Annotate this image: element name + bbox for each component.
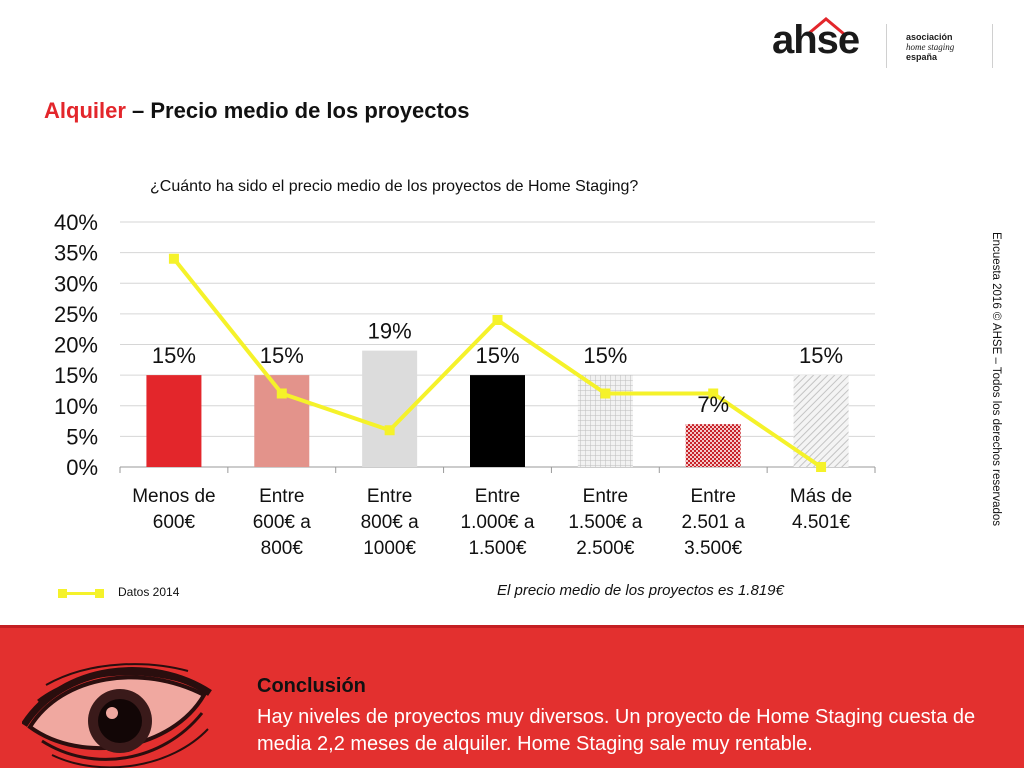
logo-text: asociación home staging españa [906, 32, 955, 62]
bar-data-label: 15% [152, 343, 196, 368]
bar-data-label: 19% [368, 319, 412, 344]
y-tick-label: 15% [54, 363, 98, 388]
house-roof-icon [807, 17, 845, 36]
chart-title: ¿Cuánto ha sido el precio medio de los p… [150, 178, 639, 195]
price-chart: 0% 5% 10% 15% 20% 25% 30% 35% 40% 15% 15% 19% 15% 15%… [54, 210, 876, 559]
bar-data-label: 15% [475, 343, 519, 368]
line-point [384, 425, 395, 436]
conclusion-panel: Conclusión Hay niveles de proyectos muy … [0, 625, 1024, 768]
legend-line-swatch [60, 592, 100, 595]
y-tick-label: 35% [54, 241, 98, 266]
logo-divider [886, 24, 887, 68]
x-category-label: Entre 800€ a 1000€ [361, 486, 420, 559]
line-point [708, 388, 719, 399]
page-title-rest: – Precio medio de los proyectos [125, 98, 470, 123]
legend-marker-right [95, 589, 104, 598]
line-point [816, 462, 827, 472]
bar-data-label: 15% [260, 343, 304, 368]
x-category-label: Menos de 600€ [132, 486, 215, 533]
bar [470, 375, 525, 467]
bar-data-label: 15% [799, 343, 843, 368]
conclusion-text: Hay niveles de proyectos muy diversos. U… [257, 706, 976, 755]
bar [793, 375, 849, 467]
legend-label: Datos 2014 [118, 585, 180, 599]
legend-marker-left [58, 589, 67, 598]
x-category-label: Más de 4.501€ [790, 486, 852, 533]
x-category-label: Entre 2.501 a 3.500€ [682, 486, 746, 559]
y-tick-label: 40% [54, 210, 98, 235]
x-category-label: Entre 600€ a 800€ [253, 486, 312, 559]
page-title: Alquiler – Precio medio de los proyectos [44, 98, 469, 124]
y-tick-label: 25% [54, 302, 98, 327]
line-point [276, 388, 287, 399]
logo-wordmark: ahse [772, 18, 860, 62]
logo-divider-right [992, 24, 993, 68]
bar [146, 375, 202, 467]
copyright-note: Encuesta 2016 © AHSE – Todos los derecho… [990, 232, 1002, 527]
line-point [492, 315, 503, 325]
average-price-note: El precio medio de los proyectos es 1.81… [497, 582, 784, 599]
panel-top-line [0, 625, 1024, 628]
x-category-label: Entre 1.500€ a 2.500€ [568, 486, 642, 559]
bar-data-label: 7% [697, 392, 729, 417]
bar [685, 424, 741, 467]
ahse-logo: ahse asociación home staging españa [758, 16, 996, 70]
y-tick-label: 5% [66, 424, 98, 449]
y-tick-label: 10% [54, 394, 98, 419]
y-tick-label: 0% [66, 455, 98, 480]
y-tick-label: 20% [54, 333, 98, 358]
line-point [600, 388, 611, 399]
bar-data-label: 15% [583, 343, 627, 368]
y-tick-label: 30% [54, 271, 98, 296]
x-category-label: Entre 1.000€ a 1.500€ [461, 486, 535, 559]
eye-icon [22, 663, 212, 768]
line-point [168, 253, 179, 264]
conclusion-title: Conclusión [257, 675, 366, 697]
page-title-accent: Alquiler [44, 98, 126, 123]
